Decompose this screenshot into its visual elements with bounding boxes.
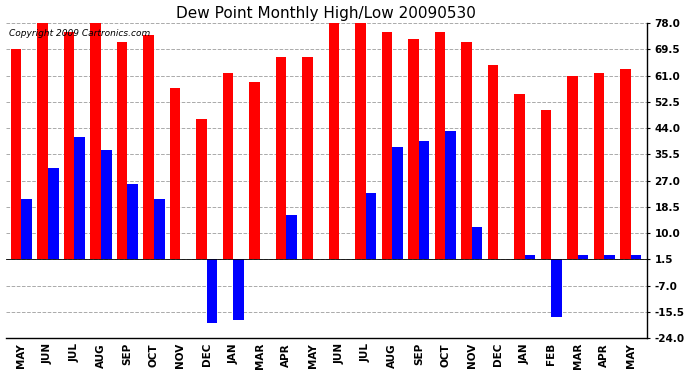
Bar <box>48 168 59 260</box>
Bar <box>328 23 339 260</box>
Bar <box>382 32 393 260</box>
Bar <box>567 76 578 260</box>
Bar <box>302 57 313 260</box>
Bar <box>64 32 75 260</box>
Bar <box>75 137 85 260</box>
Bar <box>11 50 21 260</box>
Bar <box>393 147 403 260</box>
Bar <box>90 23 101 260</box>
Bar <box>461 42 472 260</box>
Bar <box>488 65 498 260</box>
Bar <box>223 72 233 260</box>
Bar <box>514 94 525 260</box>
Bar <box>101 150 112 260</box>
Text: Copyright 2009 Cartronics.com: Copyright 2009 Cartronics.com <box>9 29 150 38</box>
Bar <box>128 184 138 260</box>
Bar <box>21 199 32 260</box>
Bar <box>366 193 377 260</box>
Bar <box>445 131 456 260</box>
Bar <box>472 227 482 260</box>
Bar <box>551 260 562 316</box>
Bar <box>276 57 286 260</box>
Bar <box>233 260 244 320</box>
Bar <box>117 42 128 260</box>
Bar <box>170 88 180 260</box>
Bar <box>631 255 642 260</box>
Bar <box>144 36 154 260</box>
Bar <box>578 255 589 260</box>
Bar <box>207 260 217 323</box>
Bar <box>37 23 48 260</box>
Bar <box>286 214 297 260</box>
Bar <box>435 32 445 260</box>
Bar <box>249 82 260 260</box>
Bar <box>419 141 429 260</box>
Bar <box>408 39 419 260</box>
Bar <box>154 199 164 260</box>
Bar <box>620 69 631 260</box>
Bar <box>196 119 207 260</box>
Title: Dew Point Monthly High/Low 20090530: Dew Point Monthly High/Low 20090530 <box>176 6 476 21</box>
Bar <box>541 110 551 260</box>
Bar <box>525 255 535 260</box>
Bar <box>355 23 366 260</box>
Bar <box>604 255 615 260</box>
Bar <box>593 72 604 260</box>
